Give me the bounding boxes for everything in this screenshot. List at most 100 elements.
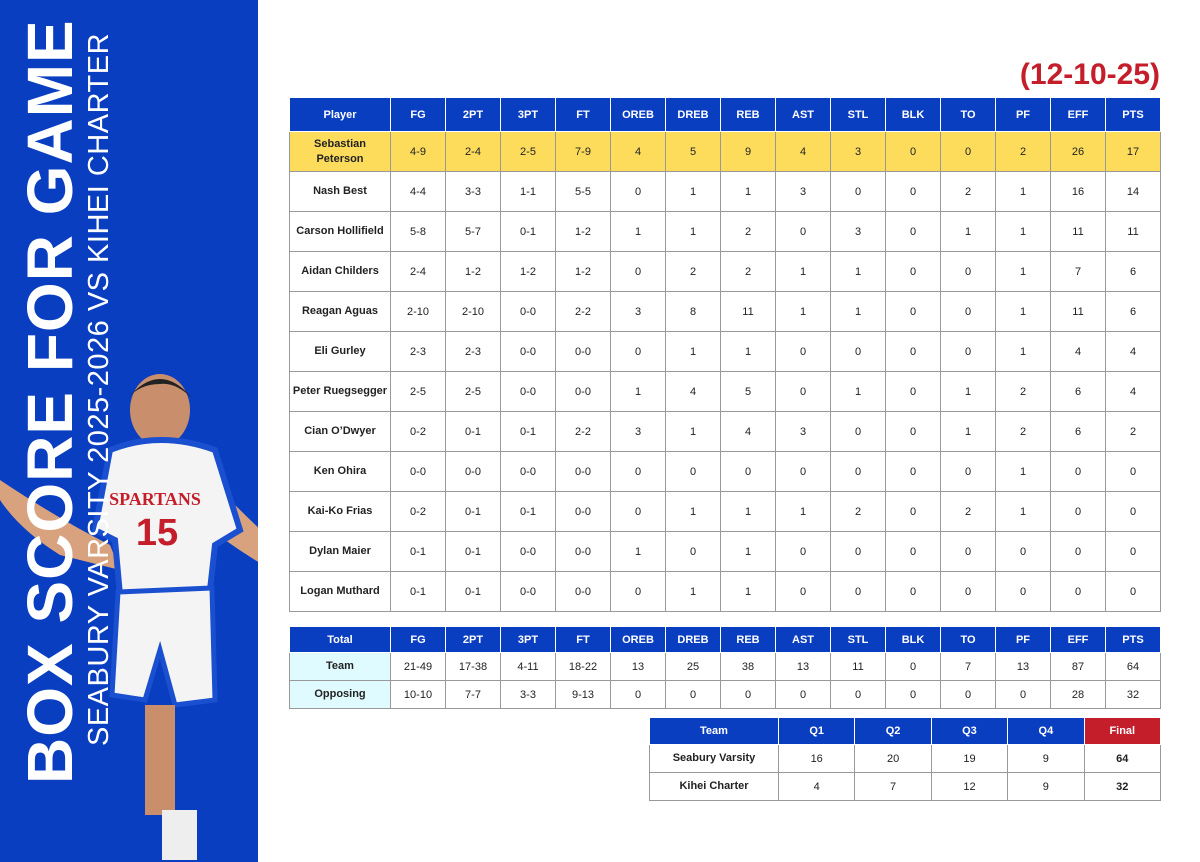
stat-cell: 0	[775, 571, 831, 612]
stat-cell: 0	[885, 331, 941, 372]
stat-cell: 3	[610, 291, 666, 332]
stat-cell: 0	[1105, 451, 1161, 492]
stat-cell: 0	[610, 680, 666, 709]
stat-cell: 0	[830, 331, 886, 372]
column-header: STL	[830, 97, 886, 132]
stat-cell: 0	[775, 680, 831, 709]
stat-cell: 3	[610, 411, 666, 452]
stat-cell: 2-2	[555, 291, 611, 332]
stat-cell: 1	[720, 531, 776, 572]
stat-cell: 3	[830, 211, 886, 252]
stat-cell: 5-7	[445, 211, 501, 252]
stat-cell: 0-2	[390, 491, 446, 532]
stat-cell: 0-1	[390, 571, 446, 612]
page-subtitle: SEABURY VARSITY 2025-2026 VS KIHEI CHART…	[83, 32, 115, 746]
row-label: Reagan Aguas	[289, 291, 391, 332]
column-header: AST	[775, 626, 831, 653]
stat-cell: 0-0	[555, 531, 611, 572]
row-label: Aidan Childers	[289, 251, 391, 292]
stat-cell: 1	[995, 171, 1051, 212]
stat-cell: 0-0	[555, 491, 611, 532]
stat-cell: 1	[720, 571, 776, 612]
stat-cell: 5	[720, 371, 776, 412]
stat-cell: 0	[775, 331, 831, 372]
stat-cell: 0	[775, 531, 831, 572]
stat-cell: 9	[1007, 744, 1085, 773]
stat-cell: 0-0	[555, 571, 611, 612]
player-photo: SPARTANS 15	[0, 374, 258, 860]
stat-cell: 0	[885, 531, 941, 572]
stat-cell: 0	[1050, 451, 1106, 492]
stat-cell: 5	[665, 131, 721, 172]
row-label: Sebastian Peterson	[289, 131, 391, 172]
stat-cell: 9	[1007, 772, 1085, 801]
stat-cell: 6	[1105, 291, 1161, 332]
stat-cell: 6	[1050, 411, 1106, 452]
table-row: Team 21-49 17-38 4-11 18-22 13 25 38 13 11 0 7 13 87 6…	[289, 652, 1161, 681]
stat-cell: 3	[830, 131, 886, 172]
stat-cell: 5-8	[390, 211, 446, 252]
stat-cell: 0	[885, 652, 941, 681]
stat-cell: 32	[1083, 772, 1162, 801]
stat-cell: 0	[720, 680, 776, 709]
stat-cell: 0-1	[500, 211, 556, 252]
stat-cell: 1	[995, 291, 1051, 332]
stat-cell: 16	[777, 744, 856, 773]
stat-cell: 2-4	[445, 131, 501, 172]
stat-cell: 1	[995, 451, 1051, 492]
row-label: Team	[289, 652, 391, 681]
column-header: 3PT	[500, 626, 556, 653]
stat-cell: 4	[720, 411, 776, 452]
stat-cell: 1	[775, 291, 831, 332]
row-label: Carson Hollifield	[289, 211, 391, 252]
stat-cell: 0	[830, 171, 886, 212]
stat-cell: 87	[1050, 652, 1106, 681]
stat-cell: 4-11	[500, 652, 556, 681]
row-label: Eli Gurley	[289, 331, 391, 372]
stat-cell: 0-0	[500, 371, 556, 412]
stat-cell: 0	[665, 531, 721, 572]
stat-cell: 5-5	[555, 171, 611, 212]
stat-cell: 0	[885, 571, 941, 612]
stat-cell: 2	[995, 411, 1051, 452]
stat-cell: 0	[885, 371, 941, 412]
stat-cell: 17-38	[445, 652, 501, 681]
stat-cell: 19	[930, 744, 1009, 773]
stat-cell: 0	[830, 411, 886, 452]
stat-cell: 0-0	[500, 531, 556, 572]
stat-cell: 1	[610, 531, 666, 572]
table-row: Carson Hollifield 5-8 5-7 0-1 1-2 1 1 2 0 3 0 1 1 11 1…	[289, 211, 1161, 252]
stat-cell: 1	[995, 211, 1051, 252]
stat-cell: 16	[1050, 171, 1106, 212]
table-row: Peter Ruegsegger 2-5 2-5 0-0 0-0 1 4 5 0 1 0 1 2 6 4	[289, 371, 1161, 412]
stat-cell: 1	[720, 171, 776, 212]
stat-cell: 8	[665, 291, 721, 332]
stat-cell: 28	[1050, 680, 1106, 709]
row-label: Kai-Ko Frias	[289, 491, 391, 532]
stat-cell: 0	[830, 451, 886, 492]
title-panel: SPARTANS 15 BOX SCORE FOR GAME SEABURY V…	[0, 0, 258, 862]
stat-cell: 4	[777, 772, 856, 801]
table-row: Ken Ohira 0-0 0-0 0-0 0-0 0 0 0 0 0 0 0 1 0 0	[289, 451, 1161, 492]
column-header: TO	[940, 626, 996, 653]
column-header: FG	[390, 626, 446, 653]
stat-cell: 0	[610, 171, 666, 212]
stat-cell: 3	[775, 171, 831, 212]
column-header: TO	[940, 97, 996, 132]
stat-cell: 1	[665, 571, 721, 612]
stat-cell: 1	[830, 371, 886, 412]
stat-cell: 32	[1105, 680, 1161, 709]
table-row: Kihei Charter 4 7 12 9 32	[649, 772, 1162, 801]
table-row: Reagan Aguas 2-10 2-10 0-0 2-2 3 8 11 1 1 0 0 1 11 6	[289, 291, 1161, 332]
stat-cell: 2-5	[390, 371, 446, 412]
stat-cell: 0	[610, 491, 666, 532]
table-row: Eli Gurley 2-3 2-3 0-0 0-0 0 1 1 0 0 0 0 1 4 4	[289, 331, 1161, 372]
stat-cell: 0-1	[445, 491, 501, 532]
row-label: Kihei Charter	[649, 772, 779, 801]
stat-cell: 0-1	[390, 531, 446, 572]
stat-cell: 0	[610, 571, 666, 612]
stat-cell: 18-22	[555, 652, 611, 681]
stat-cell: 20	[854, 744, 932, 773]
stat-cell: 1-2	[555, 251, 611, 292]
stat-cell: 0	[885, 291, 941, 332]
